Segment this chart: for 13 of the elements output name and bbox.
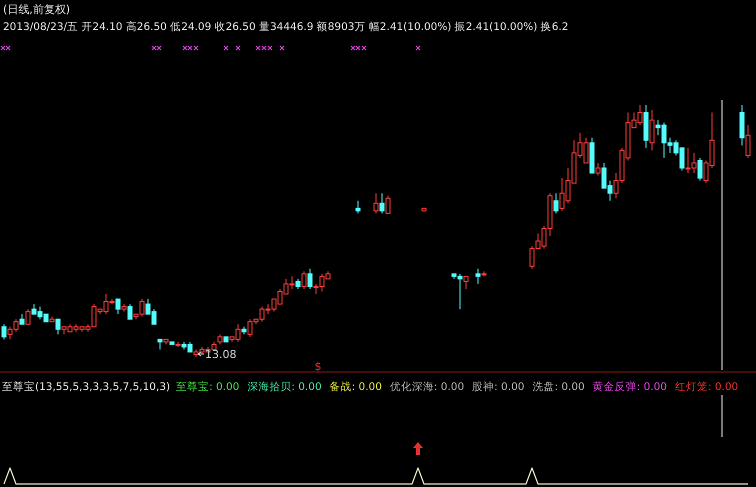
text: $ (314, 360, 322, 373)
text: 黄金反弹: 0.00 (592, 380, 667, 393)
text: 至尊宝: 0.00 (176, 380, 240, 393)
text: 备战: 0.00 (330, 381, 382, 393)
text: 股神: 0.00 (472, 380, 524, 393)
annotation: 13.08 (205, 348, 236, 361)
text: 红灯笼: 0.00 (674, 381, 738, 393)
chart-subtitle: 2013/08/23/五 开24.10 高26.50 低24.09 收26.50 量34446.9 额8903万 幅2.41(10.00%) 振2.41(10.00%) 换6.2 (3, 20, 568, 33)
chart-title: (日线,前复权) (3, 3, 70, 16)
text: 洗盘: 0.00 (532, 380, 585, 393)
text: 优化深海: 0.00 (390, 381, 464, 393)
text: 深海拾贝: 0.00 (247, 381, 322, 393)
chart-title: 至尊宝(13,55,5,3,3,3,5,7,5,10,3) (2, 380, 170, 393)
